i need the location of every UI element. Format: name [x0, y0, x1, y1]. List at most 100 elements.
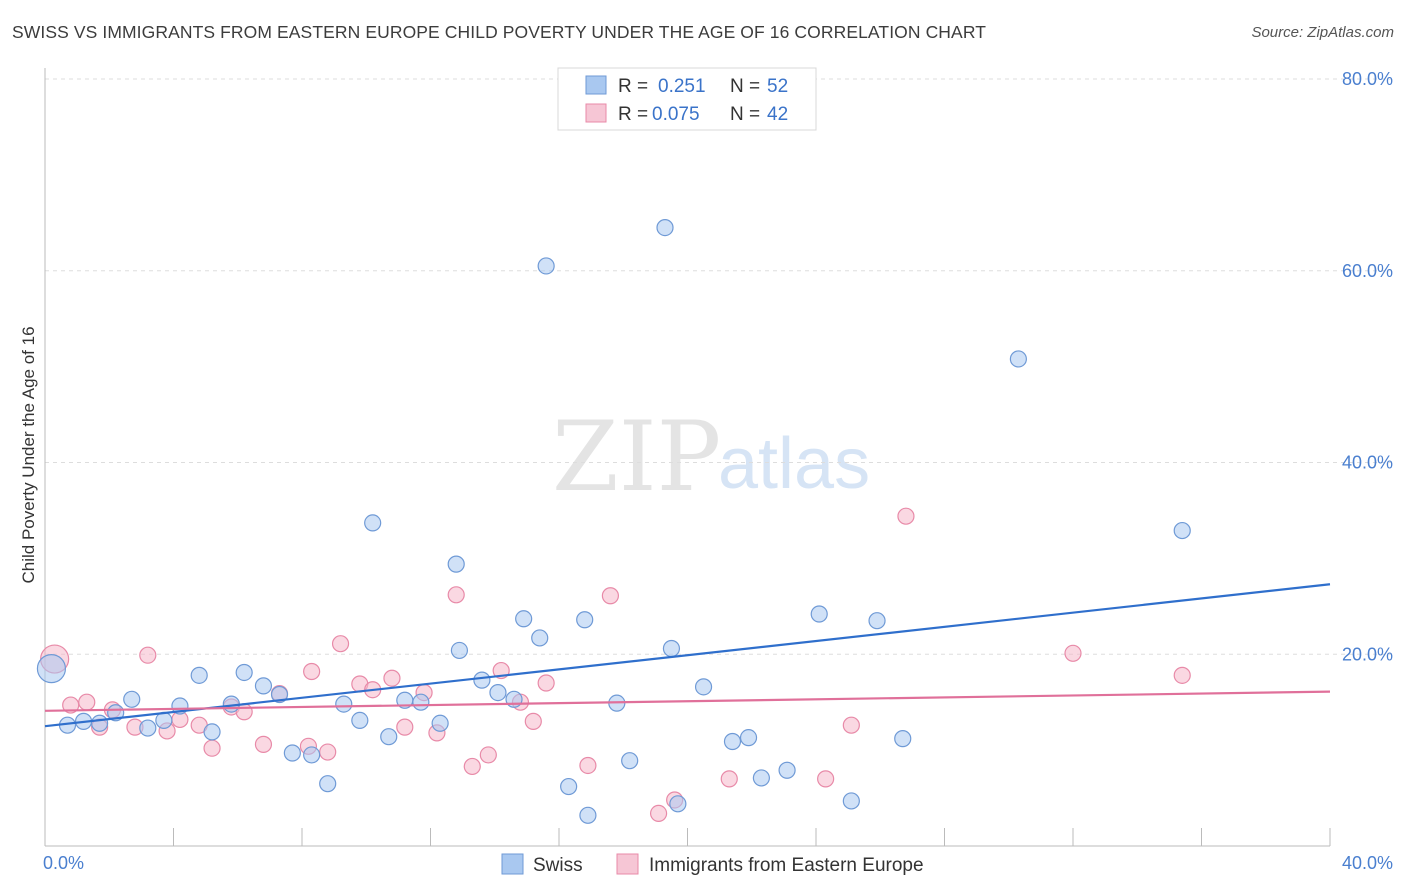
swiss-point: [656, 219, 674, 237]
immigrants-point: [524, 712, 542, 730]
immigrants-point: [817, 770, 835, 788]
immigrants-point: [331, 635, 350, 653]
source-credit: Source: ZipAtlas.com: [1251, 24, 1394, 41]
legend-imm-n-label: N =: [730, 104, 760, 125]
swiss-point: [579, 806, 597, 824]
legend-swatch-swiss: [585, 75, 607, 95]
swiss-point: [752, 769, 770, 787]
swiss-points: [36, 219, 1191, 824]
swiss-point: [235, 663, 253, 682]
grid-layer: [45, 78, 1392, 655]
swiss-point: [431, 714, 449, 732]
y-tick-label: 80.0%: [1342, 69, 1393, 89]
immigrants-point: [396, 718, 414, 736]
immigrants-point: [78, 693, 96, 711]
immigrants-point: [1064, 644, 1082, 662]
immigrants-point: [139, 646, 157, 664]
swiss-point: [531, 629, 549, 647]
swiss-point: [621, 752, 639, 770]
swiss-point: [283, 744, 301, 762]
swiss-point: [412, 693, 430, 711]
immigrants-point: [649, 804, 668, 823]
swiss-point: [560, 777, 578, 796]
legend-swiss-n-label: N =: [730, 76, 760, 97]
legend-swiss-r-label: R =: [618, 76, 648, 97]
immigrants-points: [40, 507, 1191, 823]
immigrants-point: [463, 757, 481, 776]
immigrants-point: [447, 586, 465, 604]
immigrants-point: [254, 735, 273, 753]
swiss-point: [669, 795, 687, 813]
immigrants-point: [601, 587, 620, 605]
swiss-point: [203, 723, 221, 741]
swiss-point: [723, 732, 742, 751]
swiss-point: [303, 746, 321, 764]
bottom-legend-swatch-swiss: [501, 853, 524, 875]
y-axis-label: Child Poverty Under the Age of 16: [19, 326, 38, 583]
bottom-legend-swatch-immigrants: [616, 853, 639, 875]
bottom-legend: Swiss Immigrants from Eastern Europe: [501, 853, 924, 876]
swiss-point: [739, 729, 758, 747]
legend-imm-r-label: R =: [618, 104, 648, 125]
swiss-point: [1173, 521, 1191, 540]
y-tick-label: 60.0%: [1342, 261, 1393, 281]
swiss-point: [868, 612, 886, 630]
watermark-zip: ZIP: [552, 401, 721, 513]
swiss-point: [364, 514, 382, 532]
swiss-point: [319, 775, 337, 793]
immigrants-point: [303, 662, 321, 681]
immigrants-point: [319, 743, 337, 761]
bottom-legend-label-immigrants: Immigrants from Eastern Europe: [649, 855, 924, 876]
swiss-point: [894, 730, 912, 748]
swiss-point: [694, 678, 713, 696]
swiss-point: [515, 610, 533, 628]
swiss-point: [842, 792, 860, 810]
swiss-point: [380, 728, 398, 746]
swiss-point: [190, 666, 208, 684]
immigrants-trend-line: [44, 690, 1331, 712]
top-legend: R = 0.251 N = 52 R = 0.075 N = 42: [557, 67, 817, 131]
swiss-point: [1009, 350, 1027, 368]
swiss-point: [36, 654, 67, 684]
swiss-point: [662, 639, 681, 658]
swiss-point: [139, 719, 157, 737]
immigrants-point: [383, 669, 401, 687]
swiss-point: [123, 690, 141, 708]
swiss-point: [155, 711, 173, 730]
swiss-point: [576, 611, 594, 629]
swiss-point: [335, 695, 353, 713]
swiss-point: [351, 711, 369, 730]
immigrants-point: [537, 674, 555, 692]
chart-title: SWISS VS IMMIGRANTS FROM EASTERN EUROPE …: [12, 22, 987, 42]
x-tick-label-max: 40.0%: [1342, 853, 1393, 873]
x-tick-label-min: 0.0%: [43, 853, 84, 873]
swiss-point: [537, 257, 555, 275]
axis-layer: 20.0% 40.0% 60.0% 80.0% 0.0% 40.0%: [43, 68, 1393, 873]
swiss-point: [447, 555, 465, 573]
swiss-point: [450, 641, 469, 660]
swiss-point: [254, 677, 273, 695]
immigrants-point: [1173, 666, 1191, 684]
swiss-point: [489, 683, 507, 702]
immigrants-point: [479, 746, 497, 764]
swiss-point: [473, 671, 491, 689]
legend-swiss-r-value: 0.251: [658, 76, 706, 97]
immigrants-point: [579, 756, 597, 775]
bottom-legend-label-swiss: Swiss: [533, 855, 583, 876]
legend-swatch-immigrants: [585, 103, 607, 123]
immigrants-point: [720, 770, 738, 788]
y-tick-label: 20.0%: [1342, 644, 1393, 664]
legend-imm-r-value: 0.075: [652, 104, 700, 125]
swiss-point: [91, 714, 109, 732]
swiss-point: [270, 685, 289, 704]
trend-layer: [44, 583, 1331, 728]
immigrants-point: [842, 716, 860, 734]
y-tick-label: 40.0%: [1342, 453, 1393, 473]
immigrants-point: [897, 507, 915, 525]
legend-imm-n-value: 42: [767, 104, 788, 125]
immigrants-point: [203, 739, 221, 757]
swiss-trend-line: [44, 583, 1331, 728]
swiss-point: [810, 605, 828, 623]
swiss-point: [778, 761, 796, 779]
